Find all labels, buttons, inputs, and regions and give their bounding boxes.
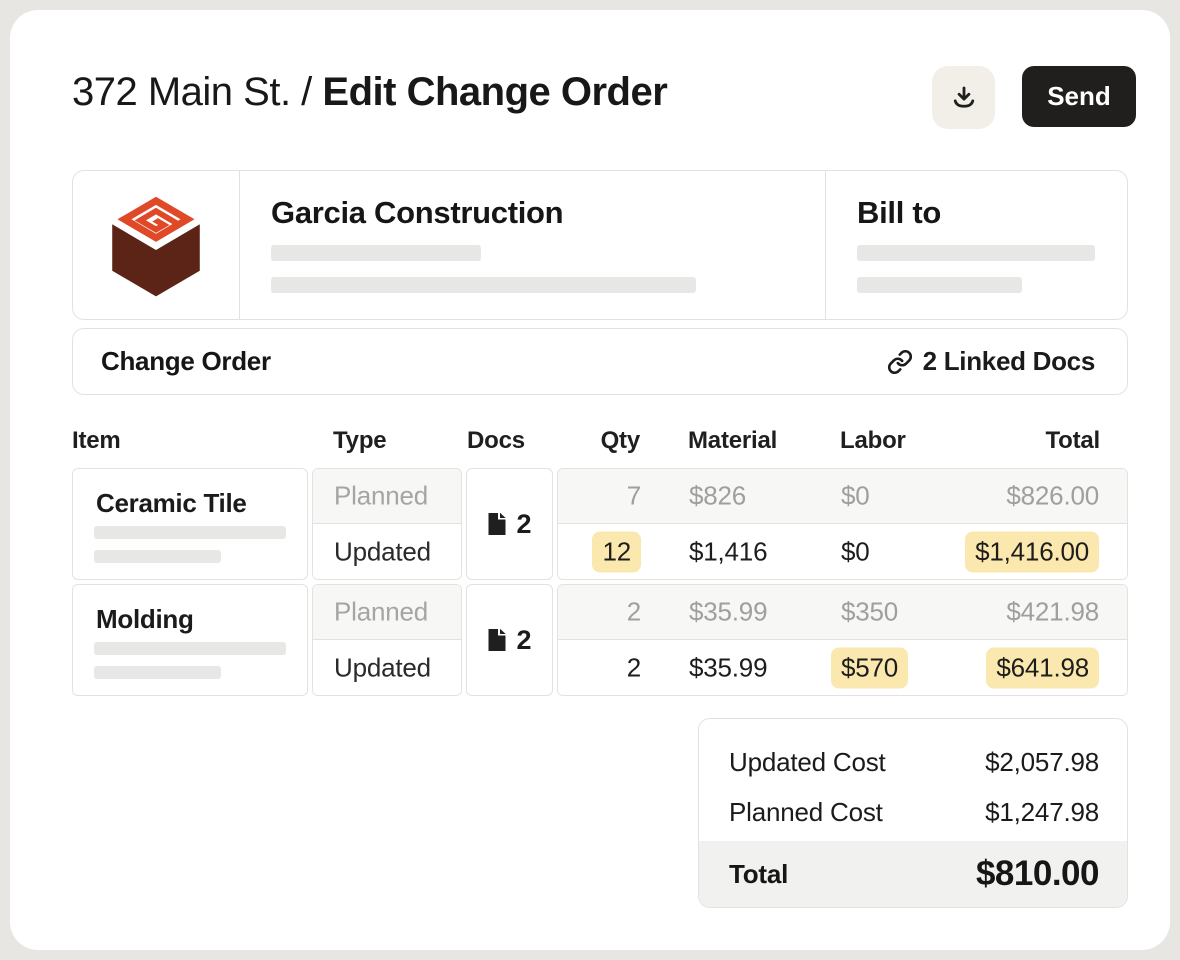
planned-total: $421.98 — [1006, 596, 1099, 627]
party-card: Garcia Construction Bill to — [72, 170, 1128, 320]
item-placeholder-line-1 — [94, 526, 286, 539]
item-name: Molding — [96, 604, 194, 634]
table-row-ceramic-tile: Ceramic Tile Planned Updated — [72, 468, 1128, 580]
planned-total: $826.00 — [1006, 480, 1099, 511]
updated-label: Updated — [334, 652, 431, 682]
cost-summary-card: Updated Cost $2,057.98 Planned Cost $1,2… — [698, 718, 1128, 908]
garcia-cube-logo-icon — [97, 186, 215, 304]
updated-total-highlight: $1,416.00 — [965, 531, 1099, 572]
summary-label: Planned Cost — [729, 796, 883, 827]
bill-to-section: Bill to — [825, 171, 1128, 319]
updated-values-row: 2 $35.99 $570 $641.98 — [558, 640, 1127, 695]
item-placeholder-line-2 — [94, 666, 221, 679]
updated-total: $641.98 — [986, 647, 1099, 688]
breadcrumb: 372 Main St. / — [72, 70, 323, 114]
page-title-text: Edit Change Order — [322, 70, 668, 114]
linked-docs-label: 2 Linked Docs — [922, 346, 1096, 376]
planned-values-row: 2 $35.99 $350 $421.98 — [558, 585, 1127, 640]
company-placeholder-line-1 — [271, 245, 481, 261]
planned-values-row: 7 $826 $0 $826.00 — [558, 469, 1127, 524]
planned-qty: 2 — [626, 596, 641, 627]
page-title: 372 Main St. / Edit Change Order — [72, 67, 668, 117]
updated-material[interactable]: $35.99 — [689, 652, 768, 682]
linked-docs-button[interactable]: 2 Linked Docs — [887, 346, 1095, 377]
updated-qty-highlight: 12 — [592, 531, 641, 572]
change-order-bar: Change Order 2 Linked Docs — [72, 328, 1128, 395]
updated-labor[interactable]: $570 — [831, 647, 909, 688]
updated-qty[interactable]: 2 — [626, 652, 641, 682]
column-header-docs: Docs — [467, 427, 525, 454]
values-cell: 2 $35.99 $350 $421.98 2 $35.99 $570 $641… — [557, 584, 1128, 696]
column-header-qty: Qty — [600, 427, 641, 454]
send-button[interactable]: Send — [1022, 66, 1136, 127]
docs-cell[interactable]: 2 — [466, 584, 553, 696]
type-planned-row: Planned — [313, 469, 461, 524]
bill-to-placeholder-line-1 — [857, 245, 1095, 261]
docs-cell[interactable]: 2 — [466, 468, 553, 580]
download-icon — [950, 84, 978, 112]
item-name: Ceramic Tile — [96, 488, 247, 518]
docs-count: 2 — [516, 508, 532, 539]
updated-label: Updated — [334, 536, 431, 566]
planned-qty: 7 — [626, 480, 641, 511]
download-button[interactable] — [932, 66, 995, 129]
values-cell: 7 $826 $0 $826.00 12 $1,416 $0 $1,416.00 — [557, 468, 1128, 580]
page-card: 372 Main St. / Edit Change Order Send — [10, 10, 1170, 950]
type-updated-row: Updated — [313, 640, 461, 695]
column-header-type: Type — [333, 427, 387, 454]
type-cell: Planned Updated — [312, 584, 462, 696]
file-icon — [487, 628, 507, 652]
bill-to-placeholder-line-2 — [857, 277, 1022, 293]
link-icon — [887, 349, 913, 375]
planned-material: $826 — [689, 480, 747, 511]
docs-count: 2 — [516, 624, 532, 655]
column-header-labor: Labor — [840, 427, 906, 454]
send-button-label: Send — [1047, 81, 1111, 111]
change-order-label: Change Order — [101, 346, 271, 376]
summary-label: Updated Cost — [729, 746, 886, 777]
company-section: Garcia Construction — [241, 171, 825, 319]
updated-total-highlight: $641.98 — [986, 647, 1099, 688]
planned-label: Planned — [334, 480, 429, 511]
updated-total: $1,416.00 — [965, 531, 1099, 572]
bill-to-label: Bill to — [857, 195, 941, 230]
updated-labor-highlight: $570 — [831, 647, 909, 688]
type-cell: Planned Updated — [312, 468, 462, 580]
item-cell[interactable]: Molding — [72, 584, 308, 696]
company-logo-cell — [73, 171, 240, 319]
summary-value: $2,057.98 — [985, 746, 1099, 777]
updated-values-row: 12 $1,416 $0 $1,416.00 — [558, 524, 1127, 579]
column-header-total: Total — [1045, 427, 1100, 454]
column-header-item: Item — [72, 427, 121, 454]
planned-material: $35.99 — [689, 596, 768, 627]
total-label: Total — [729, 858, 789, 889]
company-placeholder-line-2 — [271, 277, 696, 293]
item-cell[interactable]: Ceramic Tile — [72, 468, 308, 580]
total-value: $810.00 — [975, 854, 1100, 893]
planned-labor: $0 — [841, 480, 870, 511]
summary-row-updated-cost: Updated Cost $2,057.98 — [699, 737, 1127, 787]
updated-material[interactable]: $1,416 — [689, 536, 768, 566]
planned-labor: $350 — [841, 596, 899, 627]
updated-labor[interactable]: $0 — [841, 536, 870, 566]
summary-row-planned-cost: Planned Cost $1,247.98 — [699, 787, 1127, 837]
table-row-molding: Molding Planned Updated — [72, 584, 1128, 696]
summary-value: $1,247.98 — [985, 796, 1099, 827]
type-updated-row: Updated — [313, 524, 461, 579]
summary-total-row: Total $810.00 — [699, 841, 1127, 907]
item-placeholder-line-1 — [94, 642, 286, 655]
company-name: Garcia Construction — [271, 195, 564, 230]
type-planned-row: Planned — [313, 585, 461, 640]
file-icon — [487, 512, 507, 536]
item-placeholder-line-2 — [94, 550, 221, 563]
planned-label: Planned — [334, 596, 429, 627]
updated-qty[interactable]: 12 — [558, 531, 641, 572]
column-header-material: Material — [688, 427, 778, 454]
